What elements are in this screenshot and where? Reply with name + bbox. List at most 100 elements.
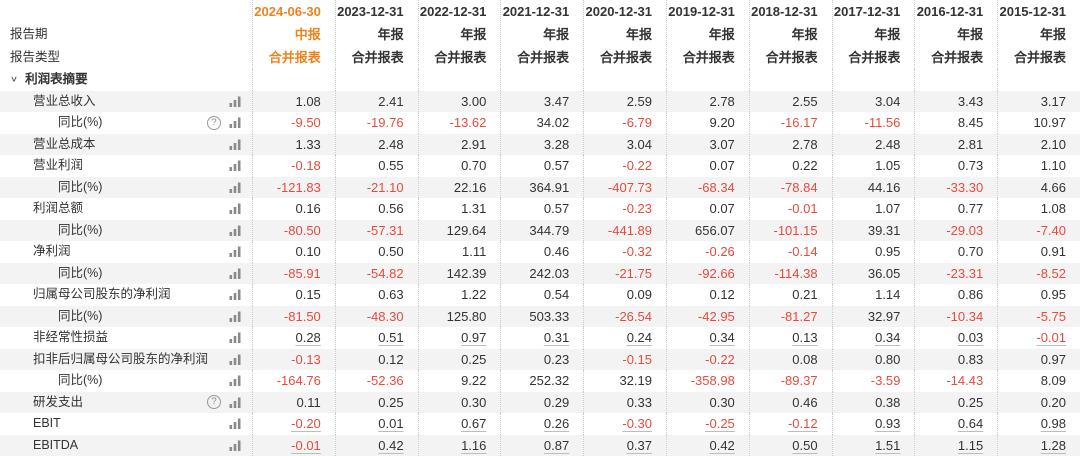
value-cell: 0.25: [334, 391, 418, 413]
value-cell: 1.15: [914, 434, 997, 456]
table-row: 研发支出? 0.11 0.25 0.30 0.29 0.33 0.30 0.46 0.38 0.2…: [0, 391, 1080, 413]
value-text: -358.98: [690, 373, 735, 388]
value-text: 0.80: [875, 351, 901, 367]
row-label-cell: EBITDA: [0, 435, 252, 456]
table-row: 同比(%)? -9.50 -19.76 -13.62 34.02 -6.79 9.20 -16…: [0, 112, 1080, 134]
value-text: 0.07: [709, 158, 735, 173]
value-text[interactable]: 1.51: [875, 437, 901, 453]
value-text[interactable]: 0.34: [875, 330, 901, 345]
value-text: 2.48: [378, 136, 404, 152]
value-text: 0.91: [1040, 244, 1066, 259]
value-cell: 0.12: [334, 348, 418, 370]
value-text[interactable]: 0.64: [957, 416, 984, 431]
report-type-label: 报告类型: [10, 50, 61, 64]
value-cell: 656.07: [666, 219, 749, 241]
column-date: 2020-12-31: [585, 4, 653, 19]
value-cell: 0.09: [583, 284, 666, 306]
bar-chart-icon[interactable]: [229, 182, 242, 193]
row-label: 归属母公司股东的净利润: [33, 287, 171, 301]
bar-chart-icon[interactable]: [229, 397, 242, 408]
value-cell: 2.41: [334, 90, 418, 112]
bar-chart-icon[interactable]: [229, 332, 242, 344]
value-text[interactable]: 1.28: [1040, 437, 1066, 453]
bar-chart-icon[interactable]: [229, 225, 242, 236]
value-text[interactable]: 0.03: [957, 330, 984, 345]
value-text[interactable]: 0.98: [1040, 416, 1066, 431]
value-cell: -0.12: [748, 413, 832, 435]
value-text: 0.25: [378, 394, 404, 410]
value-text[interactable]: 0.26: [543, 416, 570, 431]
value-text: 1.08: [1040, 201, 1066, 216]
column-report-type: 合并报表: [765, 50, 818, 65]
value-text[interactable]: 0.51: [378, 330, 404, 345]
value-text: 9.20: [709, 115, 735, 130]
row-label: 同比(%): [58, 308, 103, 323]
bar-chart-icon[interactable]: [229, 139, 242, 150]
bar-chart-icon[interactable]: [229, 311, 242, 322]
bar-chart-icon[interactable]: [229, 440, 242, 451]
value-text[interactable]: 0.28: [295, 330, 321, 345]
value-text[interactable]: -0.20: [291, 416, 321, 431]
value-text: 2.78: [709, 93, 735, 109]
value-text[interactable]: 0.37: [626, 437, 652, 453]
value-text[interactable]: 0.24: [626, 330, 652, 345]
value-text: 3.07: [709, 136, 735, 152]
value-text[interactable]: -0.01: [291, 437, 321, 453]
value-cell: -81.50: [252, 305, 335, 327]
value-text[interactable]: 0.01: [378, 416, 404, 431]
value-text[interactable]: 0.93: [875, 416, 901, 431]
bar-chart-icon[interactable]: [229, 354, 242, 365]
value-cell: 1.16: [417, 434, 501, 456]
value-text[interactable]: 0.67: [461, 416, 487, 431]
bar-chart-icon[interactable]: [229, 203, 242, 215]
value-text: 1.31: [461, 201, 487, 216]
bar-chart-icon[interactable]: [229, 117, 242, 129]
bar-chart-icon[interactable]: [229, 418, 242, 430]
bar-chart-icon[interactable]: [229, 160, 242, 172]
value-text[interactable]: 0.42: [378, 437, 404, 453]
bar-chart-icon[interactable]: [229, 375, 242, 387]
value-text: 0.07: [709, 201, 735, 216]
chevron-down-icon[interactable]: ∨: [10, 74, 19, 84]
value-text: 129.64: [446, 222, 487, 238]
value-text: -42.95: [697, 308, 735, 324]
row-label: 同比(%): [58, 115, 103, 129]
bar-chart-icon[interactable]: [229, 268, 242, 279]
value-text[interactable]: 1.15: [957, 437, 984, 453]
row-icons: [229, 139, 252, 150]
help-icon[interactable]: ?: [207, 115, 221, 130]
value-text[interactable]: 0.97: [461, 330, 487, 345]
value-text: 0.25: [957, 394, 984, 410]
value-text: 0.30: [709, 394, 735, 410]
value-text[interactable]: 0.50: [792, 437, 818, 453]
bar-chart-icon[interactable]: [229, 246, 242, 258]
value-text[interactable]: -0.30: [622, 416, 652, 431]
table-row: 利润总额 0.16 0.56 1.31 0.57 -0.23 0.07 -0.01 1.07 0.…: [0, 198, 1080, 220]
value-text: 0.11: [296, 394, 321, 410]
value-text[interactable]: -0.25: [705, 416, 735, 431]
value-cell: 242.03: [500, 262, 583, 284]
value-text[interactable]: -0.01: [1036, 330, 1066, 345]
help-icon[interactable]: ?: [207, 395, 221, 410]
value-cell: 36.05: [831, 262, 915, 284]
value-text[interactable]: 0.13: [792, 330, 818, 345]
value-text[interactable]: 0.42: [709, 437, 735, 453]
value-text: -16.17: [780, 115, 818, 130]
bar-chart-icon[interactable]: [229, 96, 242, 107]
value-text[interactable]: 0.87: [543, 437, 570, 453]
column-period: 年报: [377, 27, 404, 42]
value-text[interactable]: 0.31: [543, 330, 570, 345]
value-text[interactable]: -0.12: [787, 416, 818, 431]
value-text: -0.32: [622, 244, 652, 259]
row-icons: [229, 246, 252, 258]
value-text: 8.45: [957, 115, 984, 130]
value-cell: 344.79: [500, 219, 583, 241]
value-text[interactable]: 0.34: [709, 330, 735, 345]
value-cell: 3.17: [997, 90, 1080, 112]
value-text[interactable]: 1.16: [461, 437, 487, 453]
bar-chart-icon[interactable]: [229, 289, 242, 301]
value-text: 0.57: [543, 158, 570, 173]
table-row: 净利润 0.10 0.50 1.11 0.46 -0.32 -0.26 -0.14 0.95 0.…: [0, 241, 1080, 263]
section-header-cell[interactable]: ∨ 利润表摘要: [0, 69, 252, 91]
value-text: -33.30: [946, 179, 984, 195]
